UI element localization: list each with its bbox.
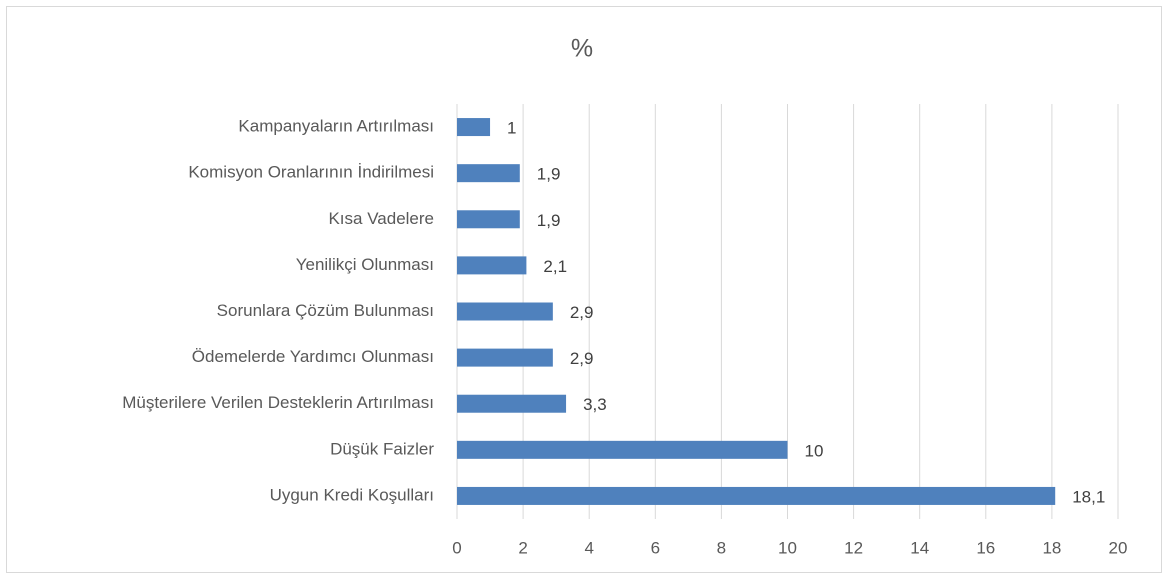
chart-title: % [571, 35, 593, 63]
bar [457, 118, 491, 137]
x-tick-label: 14 [910, 538, 929, 557]
y-tick-label: Uygun Kredi Koşulları [270, 485, 434, 504]
y-tick-label: Komisyon Oranlarının İndirilmesi [188, 163, 434, 182]
bar [457, 210, 520, 229]
bar [457, 164, 520, 183]
bar [457, 302, 553, 321]
data-label: 10 [805, 441, 824, 460]
x-tick-label: 12 [844, 538, 863, 557]
data-label: 1 [507, 119, 516, 138]
x-tick-label: 6 [651, 538, 660, 557]
bar [457, 348, 553, 367]
bar [457, 256, 527, 275]
x-tick-label: 4 [584, 538, 593, 557]
y-tick-label: Yenilikçi Olunması [296, 255, 434, 274]
x-tick-label: 10 [778, 538, 797, 557]
data-label: 1,9 [537, 211, 561, 230]
y-tick-label: Ödemelerde Yardımcı Olunması [192, 347, 434, 366]
y-tick-label: Müşterilere Verilen Desteklerin Artırılm… [122, 393, 434, 412]
x-tick-label: 20 [1109, 538, 1128, 557]
y-tick-label: Kısa Vadelere [328, 209, 434, 228]
data-label: 2,9 [570, 349, 594, 368]
data-label: 3,3 [583, 395, 607, 414]
y-tick-label: Kampanyaların Artırılması [238, 117, 434, 136]
x-tick-label: 8 [717, 538, 726, 557]
data-label: 18,1 [1072, 487, 1105, 506]
data-label: 2,1 [543, 257, 567, 276]
y-tick-label: Düşük Faizler [330, 439, 434, 458]
chart-border [6, 6, 1162, 573]
data-label: 1,9 [537, 165, 561, 184]
y-tick-label: Sorunlara Çözüm Bulunması [217, 301, 434, 320]
x-tick-label: 2 [518, 538, 527, 557]
x-tick-label: 18 [1042, 538, 1061, 557]
x-tick-label: 0 [452, 538, 461, 557]
bar [457, 486, 1056, 505]
x-tick-label: 16 [976, 538, 995, 557]
bar [457, 440, 788, 459]
data-label: 2,9 [570, 303, 594, 322]
bar [457, 394, 567, 413]
